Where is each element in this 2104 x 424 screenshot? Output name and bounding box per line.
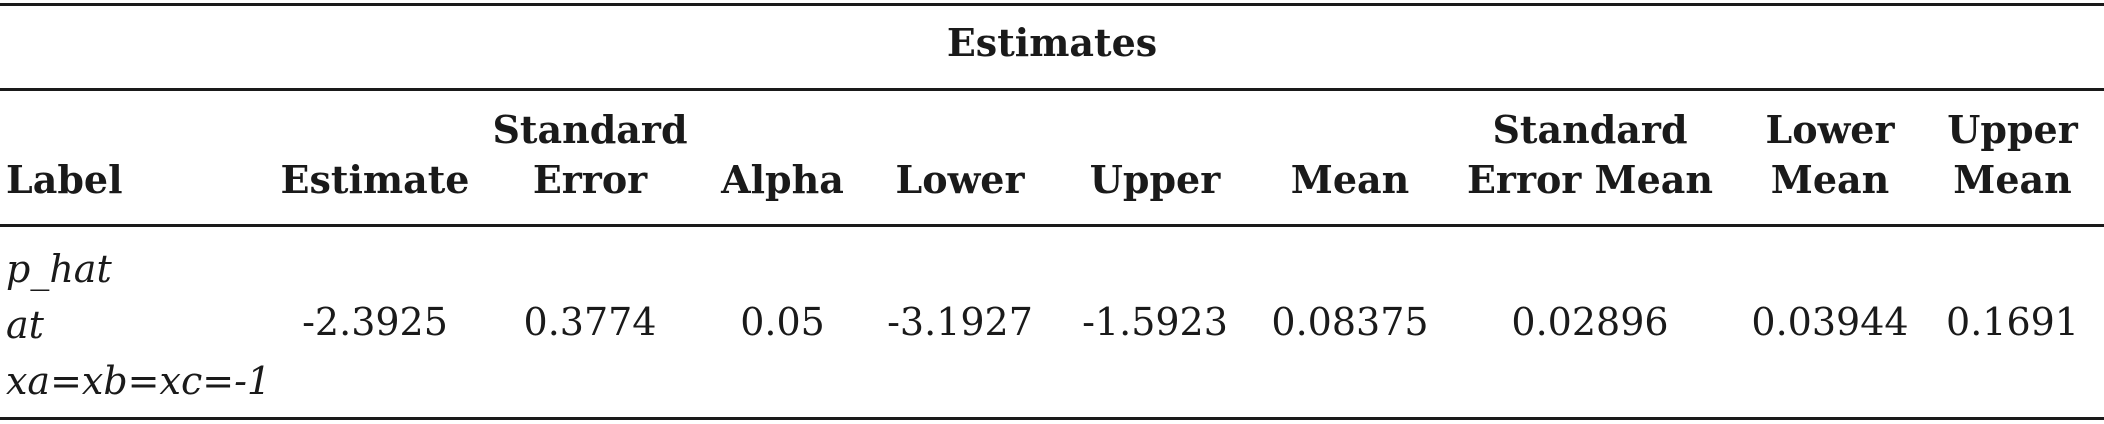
cell-upper-mean: 0.1691: [1946, 300, 2079, 344]
row-label-line1: p_hat: [6, 247, 112, 291]
cell-alpha: 0.05: [740, 300, 825, 344]
header-standard-error-line2: Error: [532, 157, 648, 202]
row-label-line3: xa=xb=xc=-1: [6, 359, 272, 403]
bottom-rule: [0, 417, 2104, 420]
header-lower: Lower: [895, 157, 1025, 202]
header-standard-error-mean-line2: Error Mean: [1466, 157, 1714, 202]
cell-standard-error-mean: 0.02896: [1511, 300, 1669, 344]
cell-standard-error: 0.3774: [523, 300, 657, 344]
header-standard-error-mean-line1: Standard: [1492, 107, 1688, 152]
header-rule: [0, 224, 2104, 227]
header-lower-mean-line1: Lower: [1765, 107, 1895, 152]
cell-estimate: -2.3925: [302, 300, 448, 344]
header-mean: Mean: [1290, 157, 1410, 202]
row-label-line2: at: [6, 303, 44, 347]
cell-lower-mean: 0.03944: [1751, 300, 1909, 344]
caption-rule: [0, 88, 2104, 91]
cell-upper: -1.5923: [1082, 300, 1228, 344]
header-standard-error-line1: Standard: [492, 107, 688, 152]
header-alpha: Alpha: [721, 157, 844, 202]
header-lower-mean-line2: Mean: [1770, 157, 1890, 202]
row-label: p_hat at xa=xb=xc=-1: [6, 241, 271, 409]
cell-mean: 0.08375: [1271, 300, 1429, 344]
header-upper-mean-line1: Upper: [1947, 107, 2078, 152]
header-label: Label: [6, 157, 123, 202]
header-upper-mean-line2: Mean: [1953, 157, 2072, 202]
table-caption: Estimates: [946, 20, 1158, 65]
header-upper: Upper: [1089, 157, 1221, 202]
top-rule: [0, 3, 2104, 6]
header-estimate: Estimate: [280, 157, 470, 202]
cell-lower: -3.1927: [887, 300, 1033, 344]
